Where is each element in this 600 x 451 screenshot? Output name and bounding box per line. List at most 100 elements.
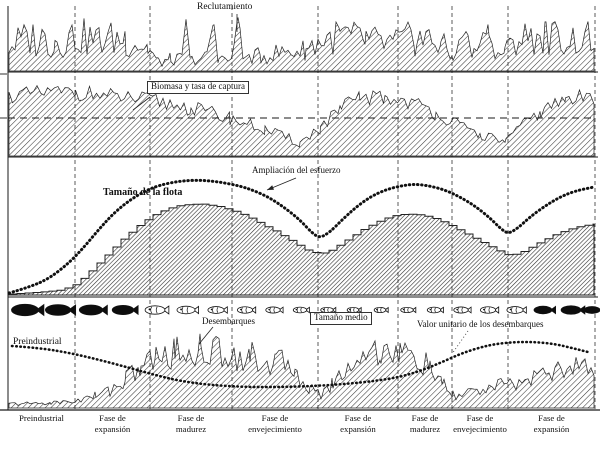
fish-tail-icon	[439, 306, 444, 314]
fish-icon	[453, 306, 469, 314]
phase-label: Fase de envejecimiento	[248, 413, 302, 434]
fish-stripe-icon	[461, 307, 463, 313]
fish-eye-icon	[509, 308, 512, 311]
fish-icon	[583, 306, 600, 314]
fish-icon	[265, 306, 281, 314]
fish-tail-icon	[357, 306, 362, 314]
series-tamano-de-la-flota	[8, 203, 595, 296]
fish-icon	[373, 306, 387, 313]
fish-icon	[236, 306, 254, 314]
fish-stripe-icon	[181, 306, 184, 314]
fish-stripe-icon	[511, 307, 513, 313]
fish-stripe-icon	[434, 307, 436, 313]
fish-eye-icon	[295, 308, 297, 311]
fish-icon	[506, 306, 524, 314]
fish-tail-icon	[250, 306, 257, 314]
label-valor-unitario: Valor unitario de los desembarques	[417, 319, 544, 329]
fish-eye-icon	[240, 308, 242, 311]
fish-stripe-icon	[155, 306, 158, 314]
series-biomasa-tasa-captura	[8, 84, 595, 157]
phase-label: Fase de envejecimiento	[453, 413, 507, 434]
fish-icon	[207, 306, 225, 314]
leader-line	[132, 96, 151, 111]
label-ampliacion-esfuerzo: Ampliación del esfuerzo	[252, 165, 341, 175]
phase-label: Fase de madurez	[409, 413, 441, 434]
fish-tail-icon	[549, 305, 556, 315]
fish-icon	[78, 304, 104, 316]
phase-label: Fase de expansión	[340, 413, 376, 434]
fish-stripe-icon	[327, 307, 329, 313]
fish-tail-icon	[68, 304, 77, 316]
fish-tail-icon	[222, 305, 228, 315]
fish-icon	[176, 305, 196, 315]
label-tamano-medio: Tamaño medio	[310, 312, 372, 325]
fish-stripe-icon	[430, 307, 433, 313]
fish-eye-icon	[148, 308, 151, 311]
series-ampliacion-del-esfuerzo	[7, 178, 596, 295]
series-valor-unitario-desembarques	[10, 340, 590, 389]
series-desembarques	[8, 333, 595, 409]
fish-stripe-icon	[150, 306, 153, 314]
fish-stripe-icon	[323, 307, 326, 313]
fish-icon	[11, 303, 39, 317]
fish-icon	[426, 306, 442, 314]
series-reclutamiento	[8, 17, 595, 72]
fish-tail-icon	[100, 304, 108, 316]
fish-stripe-icon	[515, 307, 518, 313]
arrowhead-icon	[267, 185, 274, 190]
fish-stripe-icon	[300, 307, 302, 313]
fish-stripe-icon	[484, 307, 486, 313]
fish-stripe-icon	[241, 307, 243, 313]
label-biomasa-tasa-captura: Biomasa y tasa de captura	[147, 81, 249, 94]
fish-stripe-icon	[407, 307, 409, 313]
fish-tail-icon	[162, 305, 170, 315]
phase-label: Fase de expansión	[94, 413, 131, 434]
label-reclutamiento: Reclutamiento	[197, 2, 253, 12]
phase-label: Fase de expansión	[533, 413, 570, 434]
fish-eye-icon	[402, 308, 405, 311]
label-desembarques: Desembarques	[202, 316, 255, 326]
fish-stripe-icon	[212, 307, 214, 313]
label-tamano-flota: Tamaño de la flota	[103, 187, 183, 198]
fish-tail-icon	[493, 306, 500, 314]
fish-stripe-icon	[186, 306, 189, 314]
fish-icon	[479, 306, 497, 314]
fish-icon	[144, 305, 166, 315]
fish-eye-icon	[483, 308, 485, 311]
fish-icon	[111, 305, 135, 315]
fish-tail-icon	[131, 304, 139, 316]
fish-icon	[45, 304, 72, 316]
fish-tail-icon	[35, 303, 45, 317]
fish-tail-icon	[411, 306, 417, 314]
label-preindustrial-panel: Preindustrial	[13, 337, 62, 347]
phase-label: Preindustrial	[19, 413, 64, 423]
fish-stripe-icon	[216, 307, 219, 313]
fish-eye-icon	[429, 308, 431, 311]
fish-stripe-icon	[269, 307, 271, 313]
leader-line	[451, 330, 469, 355]
fish-tail-icon	[278, 306, 284, 314]
fish-stripe-icon	[377, 307, 379, 313]
fish-stripe-icon	[488, 307, 491, 313]
fish-tail-icon	[305, 306, 310, 314]
fish-icon	[560, 305, 582, 315]
fish-stripe-icon	[380, 307, 382, 313]
fish-eye-icon	[180, 308, 182, 311]
leader-line	[198, 326, 214, 345]
fish-stripe-icon	[457, 307, 459, 313]
fish-icon	[533, 305, 553, 315]
fish-stripe-icon	[245, 307, 248, 313]
fish-eye-icon	[456, 308, 458, 311]
fish-icon	[292, 306, 308, 314]
fish-tail-icon	[521, 305, 527, 315]
fish-eye-icon	[210, 308, 213, 311]
fish-stripe-icon	[353, 307, 355, 313]
fish-stripe-icon	[296, 307, 299, 313]
fish-eye-icon	[322, 308, 325, 311]
fish-tail-icon	[331, 306, 337, 314]
fish-tail-icon	[466, 306, 472, 314]
fish-tail-icon	[384, 306, 389, 314]
fish-stripe-icon	[350, 307, 352, 313]
